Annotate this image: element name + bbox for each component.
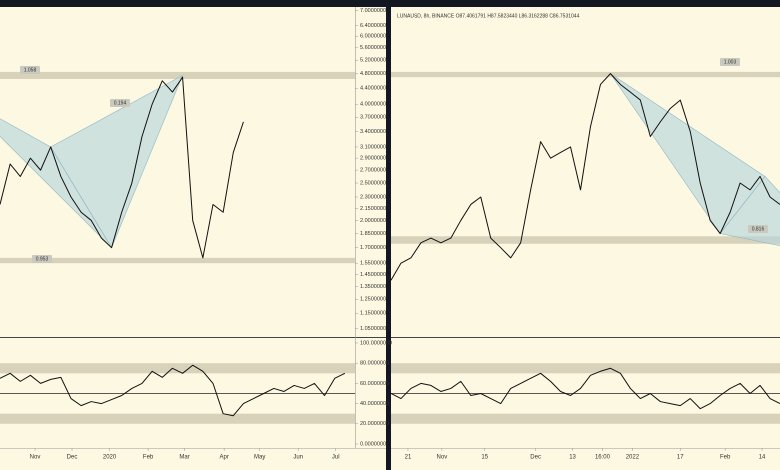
x-tick-label: Dec xyxy=(530,455,541,461)
price-line xyxy=(0,364,346,417)
price-line xyxy=(0,76,244,259)
annotation-box xyxy=(720,58,740,66)
x-tick-label: May xyxy=(254,455,265,461)
x-tick-label: Feb xyxy=(143,455,154,461)
harmonic-pattern xyxy=(50,74,184,249)
x-tick-label: Mar xyxy=(179,455,189,461)
y-tick-label: 2.9000000 xyxy=(360,156,386,162)
y-tick-label: 80.0000000 xyxy=(360,361,389,367)
y-tick-label: 1.8500000 xyxy=(360,231,386,237)
x-tick-label: 17 xyxy=(677,455,684,461)
zone xyxy=(391,363,780,374)
zone xyxy=(0,413,355,424)
x-tick-label: 13 xyxy=(569,455,576,461)
y-tick-label: 7.0000000 xyxy=(360,8,386,14)
annotation-box xyxy=(32,255,52,263)
y-tick-label: 1.3500000 xyxy=(360,284,386,290)
y-tick-label: 6.0000000 xyxy=(360,34,386,40)
y-tick-label: 40.0000000 xyxy=(360,401,389,407)
y-tick-label: 1.7000000 xyxy=(360,245,386,251)
y-tick-label: 2.0000000 xyxy=(360,218,386,224)
y-tick-label: 60.0000000 xyxy=(360,381,389,387)
y-tick-label: 2.3000000 xyxy=(360,194,386,200)
x-tick-label: Apr xyxy=(219,455,228,461)
x-tick-label: 21 xyxy=(405,455,412,461)
y-tick-label: 4.0000000 xyxy=(360,102,386,108)
annotation: 0.953 xyxy=(36,256,49,262)
annotation-box xyxy=(110,99,130,107)
zone xyxy=(0,257,355,264)
x-tick-label: 2022 xyxy=(626,455,640,461)
y-tick-label: 1.4500000 xyxy=(360,272,386,278)
y-tick-label: 1.2500000 xyxy=(360,297,386,303)
x-tick-label: Nov xyxy=(30,455,41,461)
y-tick-label: 4.8000000 xyxy=(360,71,386,77)
annotation: 0.816 xyxy=(752,226,765,232)
annotation: 1.058 xyxy=(24,67,37,73)
y-tick-label: 0.0000000 xyxy=(360,441,386,447)
y-tick-label: 20.0000000 xyxy=(360,421,389,427)
y-tick-label: 5.6000000 xyxy=(360,45,386,51)
x-tick-label: 14 xyxy=(759,455,766,461)
annotation-box xyxy=(748,225,768,233)
x-tick-label: 2020 xyxy=(103,455,117,461)
y-tick-label: 2.5000000 xyxy=(360,180,386,186)
y-tick-label: 5.2000000 xyxy=(360,58,386,64)
y-tick-label: 100.0000000 xyxy=(360,340,392,346)
x-tick-label: Nov xyxy=(437,455,448,461)
price-line xyxy=(391,367,780,410)
annotation-box xyxy=(20,66,40,74)
zone xyxy=(0,363,355,374)
price-line xyxy=(391,73,780,281)
panel-divider xyxy=(386,0,391,470)
y-tick-label: 1.5500000 xyxy=(360,261,386,267)
y-tick-label: 3.4000000 xyxy=(360,129,386,135)
x-tick-label: Feb xyxy=(720,455,731,461)
y-tick-label: 1.1500000 xyxy=(360,311,386,317)
annotation: 0.194 xyxy=(114,100,127,106)
y-tick-label: 6.4000000 xyxy=(360,23,386,29)
zone xyxy=(391,236,780,244)
zone xyxy=(0,71,355,79)
x-tick-label: Dec xyxy=(67,455,78,461)
y-tick-label: 2.1500000 xyxy=(360,206,386,212)
annotation: 1.003 xyxy=(724,59,737,65)
zone xyxy=(391,413,780,424)
x-tick-label: 15 xyxy=(481,455,488,461)
zone xyxy=(391,71,780,78)
y-tick-label: 4.4000000 xyxy=(360,86,386,92)
y-tick-label: 3.7000000 xyxy=(360,115,386,121)
y-tick-label: 2.7000000 xyxy=(360,168,386,174)
x-tick-label: 16:00 xyxy=(595,455,611,461)
y-tick-label: 3.1000000 xyxy=(360,144,386,150)
x-tick-label: Jul xyxy=(332,455,340,461)
y-tick-label: 1.0500000 xyxy=(360,326,386,332)
x-tick-label: Jun xyxy=(293,455,303,461)
symbol-header: LUNAUSD, 8h, BINANCE O87.4061791 H87.582… xyxy=(397,13,580,19)
